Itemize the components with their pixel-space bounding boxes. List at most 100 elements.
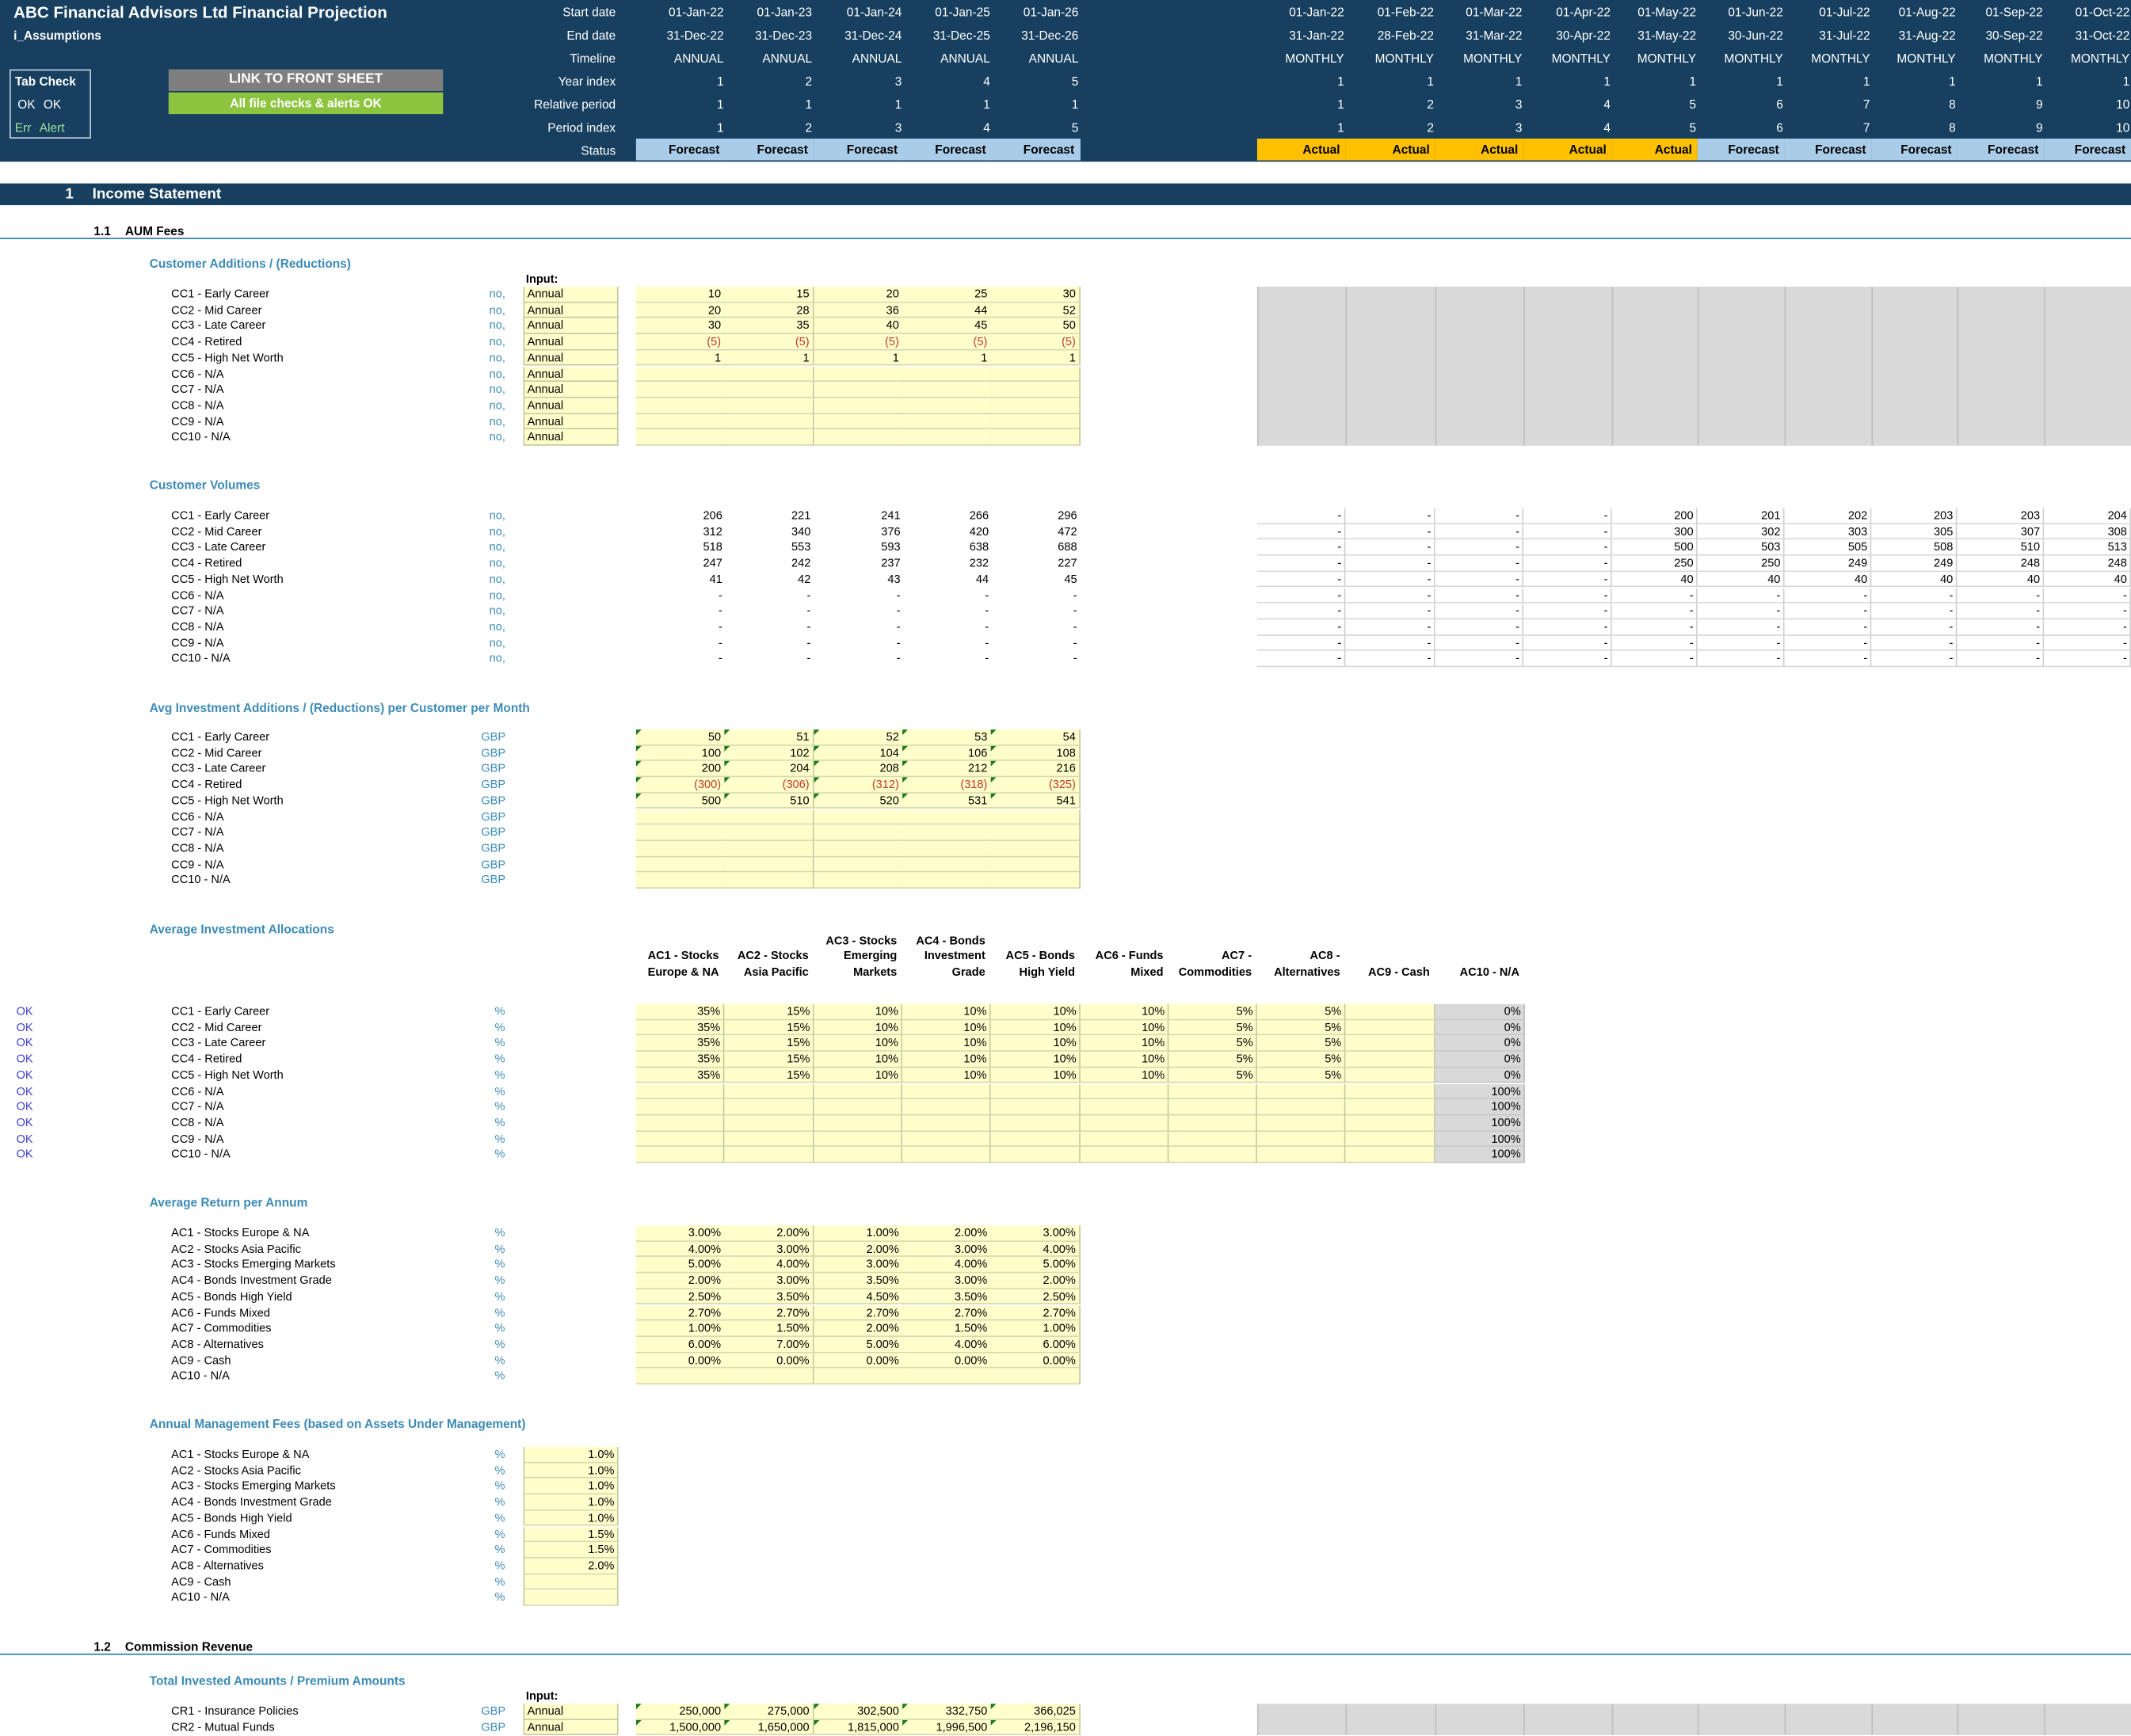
data-cell[interactable]: 44 (902, 303, 992, 319)
data-cell[interactable]: 3.00% (635, 1225, 726, 1242)
data-cell[interactable]: 1 (990, 350, 1081, 367)
data-cell[interactable] (902, 1131, 991, 1148)
data-cell[interactable] (902, 1115, 991, 1132)
data-cell[interactable]: 35% (635, 1052, 725, 1068)
data-cell[interactable]: (5) (990, 334, 1081, 351)
data-cell[interactable]: 10% (1080, 1003, 1169, 1020)
data-cell[interactable]: 3.00% (724, 1241, 814, 1258)
data-cell[interactable]: 40 (814, 318, 904, 335)
data-cell[interactable]: 1.50% (902, 1320, 992, 1337)
data-cell[interactable]: 5% (1168, 1003, 1257, 1020)
fee-input-cell[interactable]: 2.0% (523, 1558, 619, 1574)
data-cell[interactable]: 2.70% (635, 1304, 726, 1321)
data-cell[interactable] (814, 413, 904, 430)
data-cell[interactable]: 50 (635, 729, 726, 746)
data-cell[interactable] (990, 872, 1081, 889)
data-cell[interactable] (1345, 1147, 1435, 1163)
data-cell[interactable]: 0.00% (635, 1353, 726, 1369)
annual-input-cell[interactable]: Annual (523, 1719, 619, 1736)
data-cell[interactable] (902, 1099, 991, 1116)
data-cell[interactable]: 5.00% (635, 1257, 726, 1273)
data-cell[interactable] (635, 1115, 725, 1132)
data-cell[interactable]: 520 (814, 793, 904, 809)
data-cell[interactable] (635, 366, 726, 383)
data-cell[interactable]: 10% (814, 1035, 903, 1053)
data-cell[interactable]: 2.50% (635, 1289, 726, 1305)
data-cell[interactable]: 2.70% (990, 1304, 1081, 1321)
annual-input-cell[interactable]: Annual (523, 382, 619, 398)
data-cell[interactable]: 35% (635, 1003, 725, 1020)
data-cell[interactable]: 35 (724, 318, 814, 335)
data-cell[interactable]: 10% (814, 1003, 903, 1020)
data-cell[interactable]: 104 (814, 745, 904, 762)
data-cell[interactable]: 10% (990, 1052, 1081, 1068)
data-cell[interactable]: 15% (724, 1068, 814, 1084)
data-cell[interactable] (1345, 1035, 1435, 1053)
data-cell[interactable]: 2.70% (902, 1304, 992, 1321)
data-cell[interactable]: 1,650,000 (724, 1719, 814, 1736)
data-cell[interactable]: 10% (990, 1019, 1081, 1036)
data-cell[interactable]: 0.00% (814, 1353, 904, 1369)
data-cell[interactable]: 10% (902, 1068, 991, 1084)
data-cell[interactable] (814, 398, 904, 414)
data-cell[interactable]: 3.00% (902, 1273, 992, 1289)
annual-input-cell[interactable]: Annual (523, 398, 619, 414)
data-cell[interactable]: 510 (724, 793, 814, 809)
data-cell[interactable] (1168, 1099, 1257, 1116)
data-cell[interactable] (814, 1369, 904, 1385)
data-cell[interactable] (724, 1099, 814, 1116)
data-cell[interactable]: 5% (1168, 1035, 1257, 1053)
data-cell[interactable]: 500 (635, 793, 726, 809)
data-cell[interactable] (990, 840, 1081, 857)
data-cell[interactable] (724, 809, 814, 825)
data-cell[interactable] (724, 1131, 814, 1148)
data-cell[interactable]: 1,996,500 (902, 1719, 992, 1736)
data-cell[interactable] (1345, 1083, 1435, 1100)
data-cell[interactable] (902, 1369, 992, 1385)
data-cell[interactable]: 5.00% (814, 1336, 904, 1353)
data-cell[interactable]: 4.50% (814, 1289, 904, 1305)
fee-input-cell[interactable]: 1.0% (523, 1510, 619, 1527)
data-cell[interactable]: 5% (1168, 1052, 1257, 1068)
data-cell[interactable] (724, 872, 814, 889)
data-cell[interactable]: 4.00% (724, 1257, 814, 1273)
annual-input-cell[interactable]: Annual (523, 318, 619, 335)
data-cell[interactable]: (312) (814, 777, 904, 794)
data-cell[interactable] (1168, 1115, 1257, 1132)
data-cell[interactable]: 5% (1256, 1003, 1346, 1020)
data-cell[interactable]: 0.00% (902, 1353, 992, 1369)
data-cell[interactable] (724, 413, 814, 430)
data-cell[interactable]: 0.00% (724, 1353, 814, 1369)
data-cell[interactable] (990, 413, 1081, 430)
data-cell[interactable]: 1,500,000 (635, 1719, 726, 1736)
annual-input-cell[interactable]: Annual (523, 413, 619, 430)
data-cell[interactable]: 1 (724, 350, 814, 367)
data-cell[interactable] (1345, 1019, 1435, 1036)
data-cell[interactable]: 50 (990, 318, 1081, 335)
data-cell[interactable]: 6.00% (635, 1336, 726, 1353)
annual-input-cell[interactable]: Annual (523, 303, 619, 319)
data-cell[interactable]: 4.00% (990, 1241, 1081, 1258)
data-cell[interactable]: 15 (724, 286, 814, 303)
data-cell[interactable] (990, 366, 1081, 383)
data-cell[interactable]: 10% (1080, 1019, 1169, 1036)
data-cell[interactable]: 30 (635, 318, 726, 335)
data-cell[interactable] (724, 856, 814, 873)
data-cell[interactable] (635, 1147, 725, 1163)
fee-input-cell[interactable]: 1.0% (523, 1447, 619, 1464)
data-cell[interactable] (635, 429, 726, 446)
data-cell[interactable] (814, 429, 904, 446)
fee-input-cell[interactable]: 1.0% (523, 1494, 619, 1511)
annual-input-cell[interactable]: Annual (523, 366, 619, 383)
data-cell[interactable]: 3.00% (902, 1241, 992, 1258)
data-cell[interactable]: 106 (902, 745, 992, 762)
data-cell[interactable]: 10% (814, 1052, 903, 1068)
data-cell[interactable]: 51 (724, 729, 814, 746)
data-cell[interactable]: 54 (990, 729, 1081, 746)
annual-input-cell[interactable]: Annual (523, 429, 619, 446)
data-cell[interactable]: 2.00% (635, 1273, 726, 1289)
data-cell[interactable]: 212 (902, 761, 992, 778)
fee-input-cell[interactable]: 1.5% (523, 1542, 619, 1559)
data-cell[interactable] (814, 382, 904, 398)
data-cell[interactable]: 3.50% (902, 1289, 992, 1305)
